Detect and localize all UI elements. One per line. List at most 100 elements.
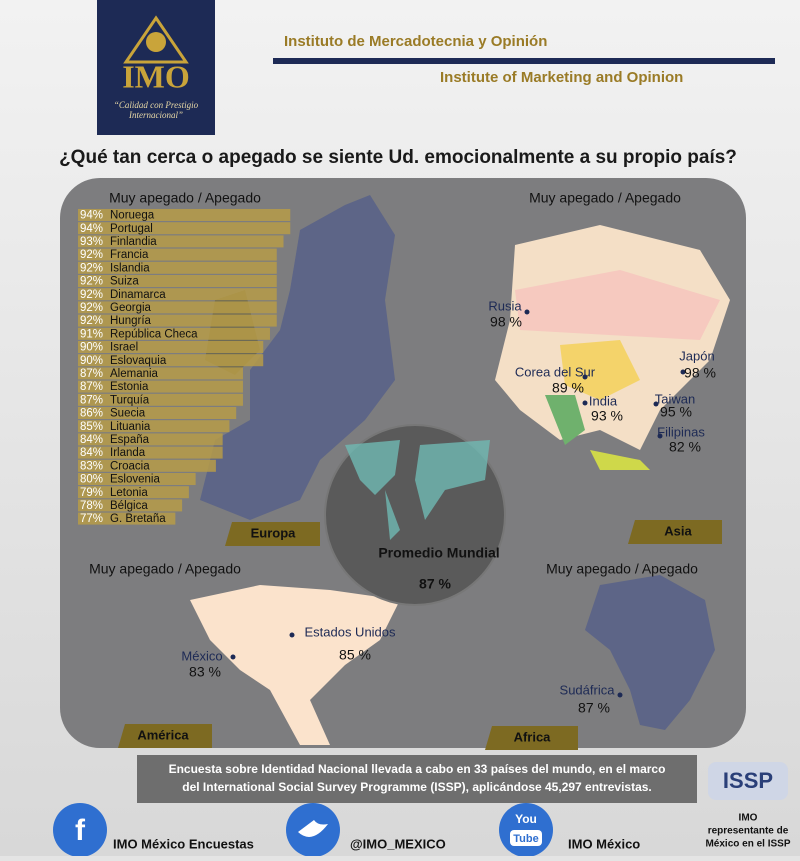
country-label: Alemania (110, 368, 159, 380)
location-name: México (181, 648, 222, 663)
india-map (545, 395, 585, 445)
world-value: 87 % (419, 576, 451, 592)
value-label: 79% (80, 487, 103, 499)
youtube-tube (510, 830, 542, 846)
location-dot (230, 654, 236, 660)
note-line: del International Social Survey Programm… (182, 780, 652, 794)
country-label: Francia (110, 249, 149, 261)
bar (78, 327, 270, 340)
country-label: Eslovaquia (110, 355, 167, 367)
facebook-icon[interactable] (53, 803, 107, 857)
country-label: Eslovenia (110, 474, 160, 486)
location-dot (617, 692, 623, 698)
country-label: Finlandia (110, 236, 157, 248)
value-label: 92% (80, 315, 103, 327)
bar (78, 486, 189, 499)
value-label: 87% (80, 381, 103, 393)
country-label: Portugal (110, 223, 153, 235)
europe-heading: Muy apegado / Apegado (109, 190, 261, 206)
africa-map (585, 575, 715, 730)
country-label: Noruega (110, 210, 155, 222)
value-label: 92% (80, 289, 103, 301)
bar (78, 512, 176, 525)
country-label: Letonia (110, 487, 148, 499)
value-label: 86% (80, 408, 103, 420)
value-label: 78% (80, 500, 103, 512)
world-map (345, 440, 490, 540)
value-label: 90% (80, 355, 103, 367)
bar (78, 446, 223, 459)
logo-circle (146, 32, 166, 52)
issp-note: México en el ISSP (705, 839, 790, 850)
value-label: 80% (80, 474, 103, 486)
country-label: España (110, 434, 150, 446)
location-name: Rusia (488, 298, 522, 313)
youtube-text[interactable]: IMO México (568, 836, 640, 851)
country-label: Suecia (110, 408, 146, 420)
youtube-icon[interactable] (499, 803, 553, 857)
bar (78, 367, 243, 380)
africa-heading: Muy apegado / Apegado (546, 561, 698, 577)
location-name: Estados Unidos (304, 624, 396, 639)
location-dot (582, 374, 588, 380)
facebook-text[interactable]: IMO México Encuestas (113, 836, 254, 851)
location-value: 87 % (578, 700, 610, 716)
logo (97, 0, 215, 135)
value-label: 77% (80, 513, 103, 525)
value-label: 91% (80, 328, 103, 340)
location-value: 82 % (669, 439, 701, 455)
location-value: 98 % (490, 314, 522, 330)
value-label: 92% (80, 302, 103, 314)
bar (78, 420, 230, 433)
location-dot (653, 401, 659, 407)
location-dot (680, 369, 686, 375)
bar (78, 354, 264, 367)
bar (78, 275, 277, 287)
location-name: India (589, 393, 618, 408)
location-name: Sudáfrica (560, 682, 616, 697)
europe-map (200, 195, 395, 520)
bar (78, 499, 183, 512)
issp-logo (708, 762, 788, 800)
location-name: Japón (679, 348, 714, 363)
title-en: Institute of Marketing and Opinion (440, 69, 683, 86)
bar (78, 209, 291, 221)
asia-map (495, 225, 730, 450)
china-map (560, 340, 640, 400)
america-region: América (137, 727, 189, 742)
value-label: 87% (80, 394, 103, 406)
bar (78, 235, 284, 248)
value-label: 93% (80, 236, 103, 248)
bar (78, 473, 196, 485)
location-dot (289, 632, 295, 638)
logo-tagline: “Calidad con Prestigio Internacional” (113, 100, 199, 120)
country-label: Dinamarca (110, 289, 166, 301)
country-label: Israel (110, 342, 138, 354)
value-label: 84% (80, 447, 103, 459)
value-label: 94% (80, 210, 103, 222)
country-label: Irlanda (110, 447, 146, 459)
value-label: 94% (80, 223, 103, 235)
twitter-glyph (298, 820, 328, 837)
country-label: Turquía (110, 394, 150, 406)
twitter-text[interactable]: @IMO_MEXICO (350, 836, 446, 851)
bar (78, 248, 277, 261)
country-label: Croacia (110, 460, 150, 472)
note-box (137, 755, 697, 803)
value-label: 92% (80, 262, 103, 274)
country-label: Lituania (110, 421, 151, 433)
title-es: Instituto de Mercadotecnia y Opinión (284, 33, 547, 50)
country-label: Suiza (110, 276, 139, 288)
america-heading: Muy apegado / Apegado (89, 561, 241, 577)
youtube-glyph: Tube (513, 833, 538, 845)
value-label: 85% (80, 421, 103, 433)
value-label: 84% (80, 434, 103, 446)
region-tag (118, 724, 212, 748)
location-value: 98 % (684, 365, 716, 381)
location-name: Corea del Sur (515, 364, 596, 379)
youtube-glyph: You (515, 812, 537, 826)
bar (78, 407, 237, 419)
value-label: 92% (80, 249, 103, 261)
bar (78, 380, 243, 393)
